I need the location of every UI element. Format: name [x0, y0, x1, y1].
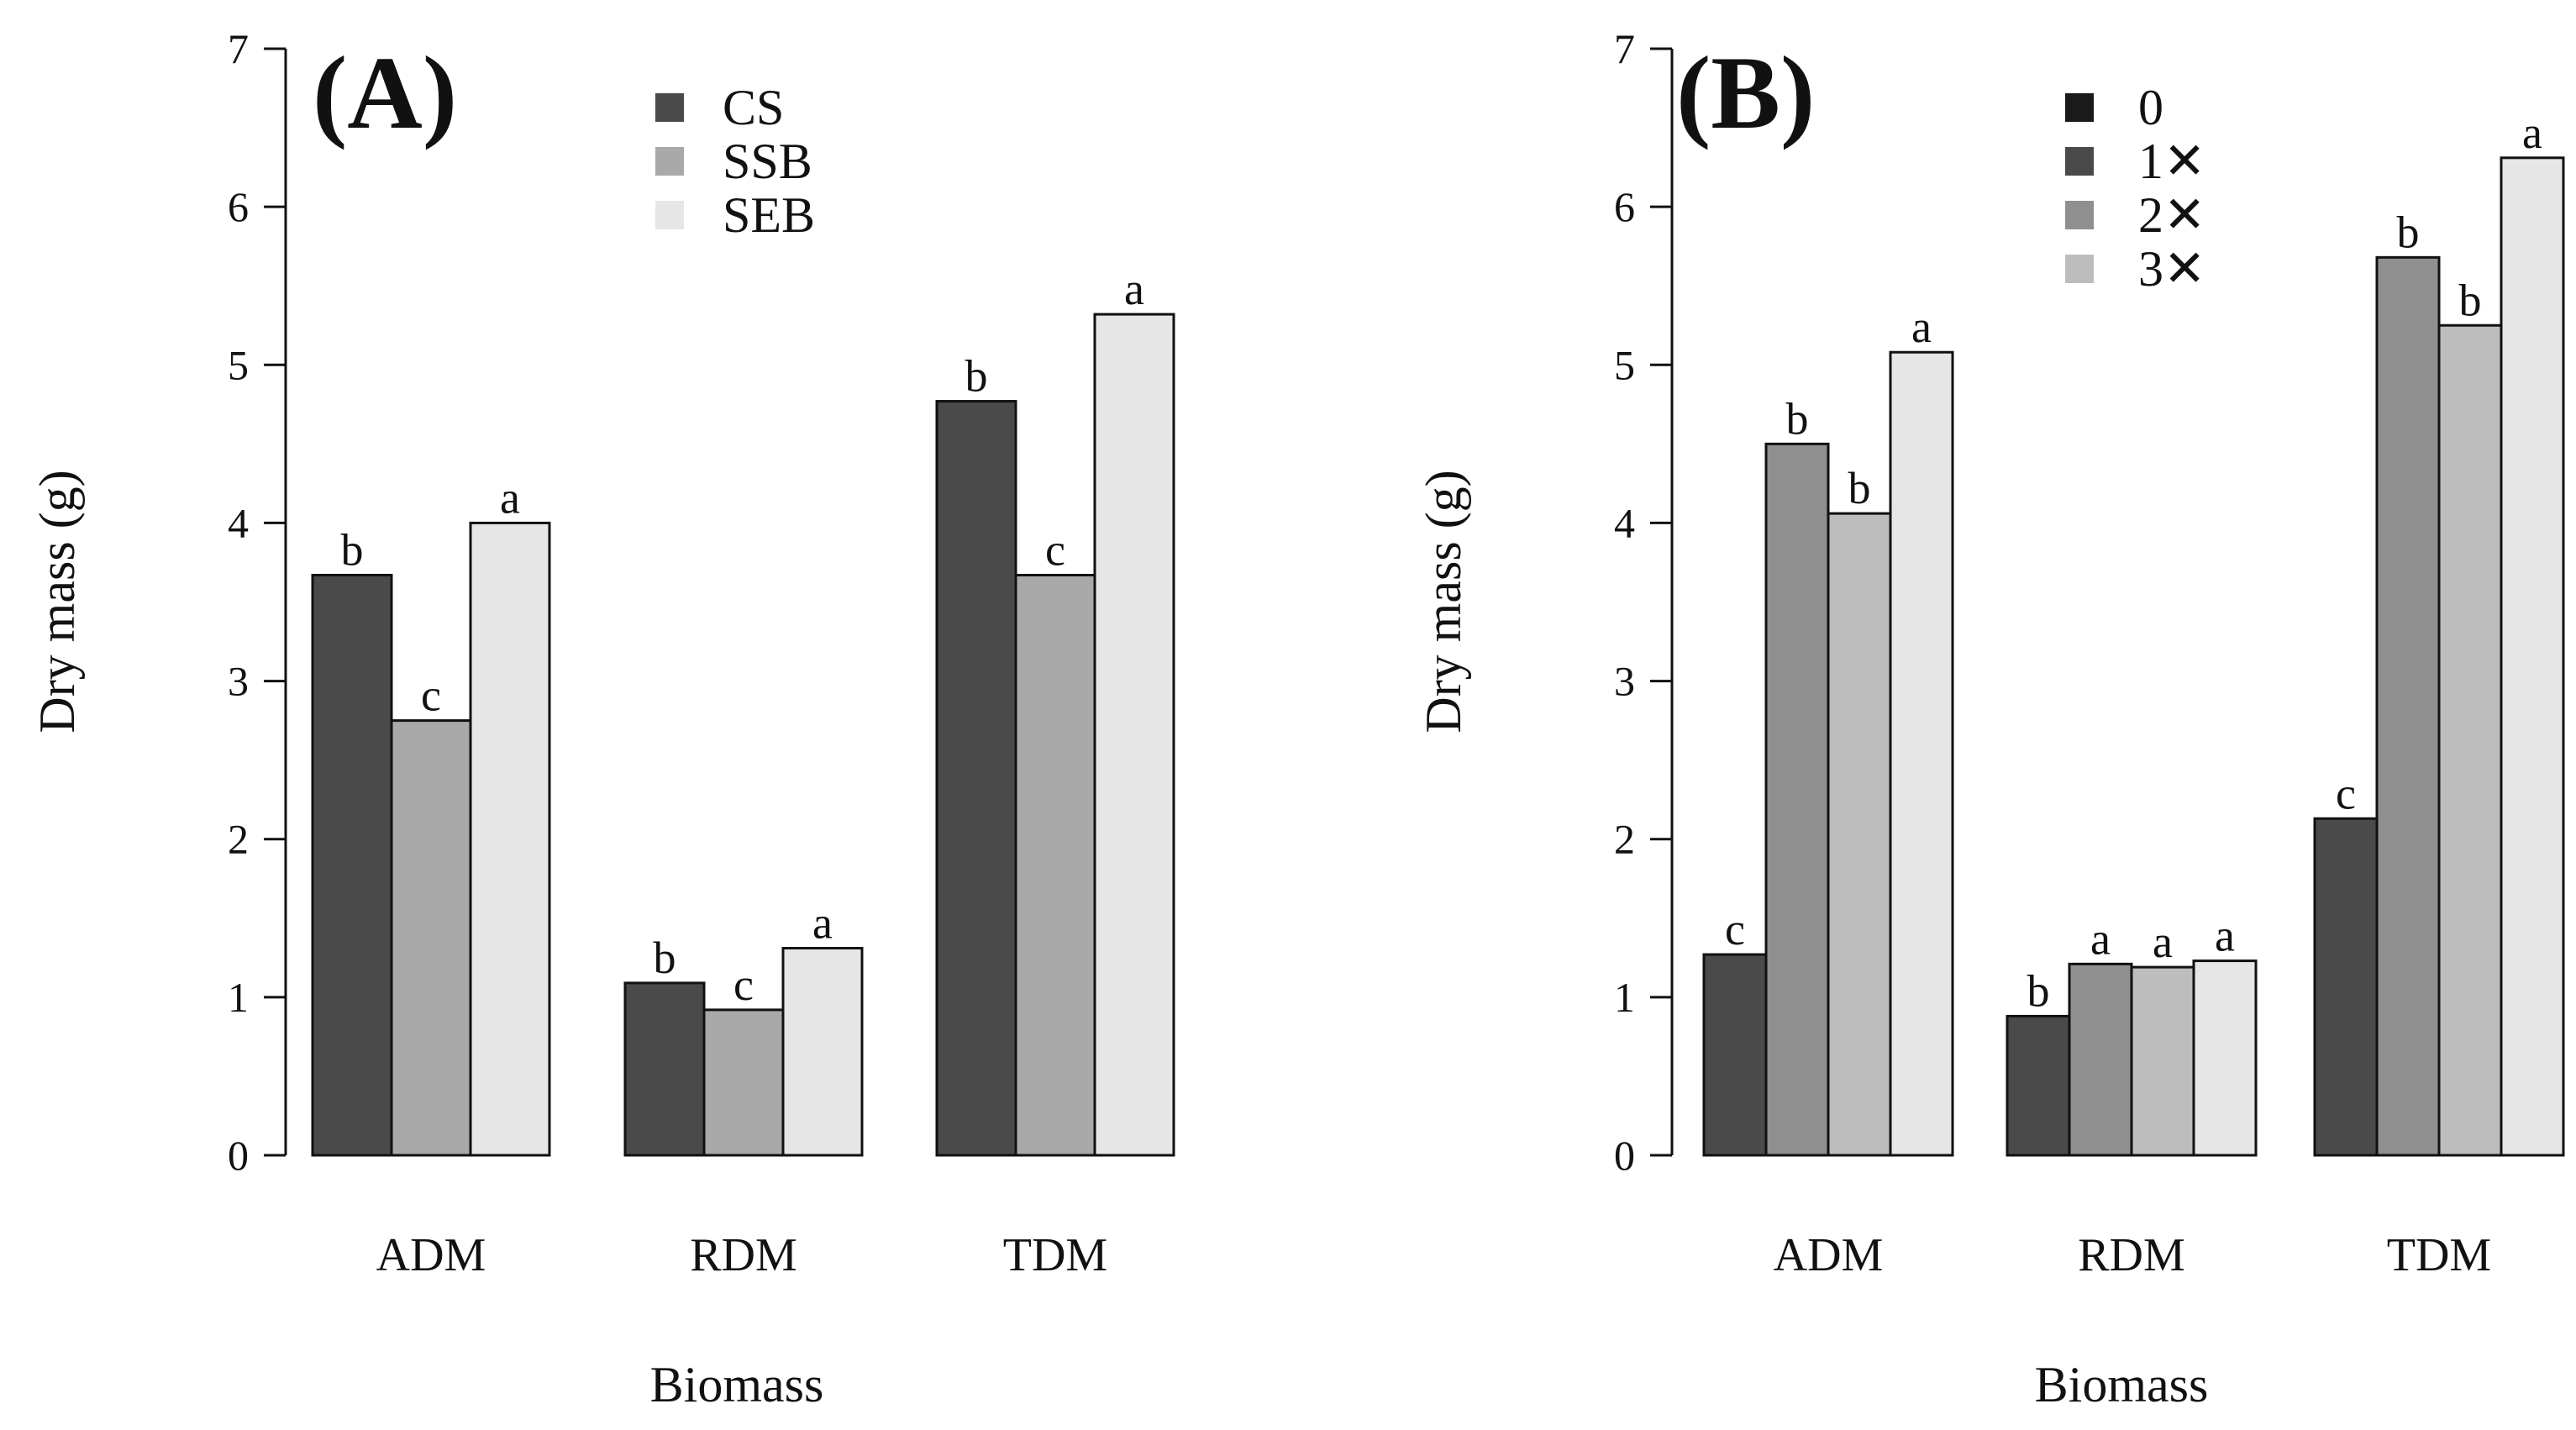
panel-a-legend-label: SEB [723, 187, 815, 243]
panel-b-legend-swatch [2065, 255, 2094, 283]
panel-a-bar-adm-series-1 [390, 719, 472, 1157]
panel-a-x-axis-title: Biomass [650, 1357, 824, 1412]
panel-a-sig-label: a [500, 472, 520, 523]
panel-b-sig-label: b [1786, 393, 1809, 444]
panel-a: (A) Dry mass (g) Biomass 0 1 2 3 4 5 6 7 b c a b c a… [29, 25, 1175, 1412]
panel-a-bar-adm-series-2 [469, 521, 551, 1157]
panel-b-sig-label: a [2153, 917, 2173, 967]
panel-a-legend-swatch [655, 201, 684, 229]
panel-b-y-tick-label: 1 [1614, 974, 1635, 1021]
panel-b-y-tick-label: 6 [1614, 183, 1635, 230]
panel-b-sig-label: a [2522, 108, 2542, 158]
panel-b-legend: 01✕2✕3✕ [2065, 80, 2205, 297]
panel-a-bar-tdm-series-1 [1014, 574, 1096, 1157]
panel-b-bar-tdm-series-3 [2500, 156, 2565, 1157]
panel-b-y-axis-title: Dry mass (g) [1416, 470, 1471, 733]
panel-b-y-tick-label: 5 [1614, 341, 1635, 388]
panel-b-category-label: ADM [1774, 1229, 1884, 1281]
panel-a-y-tick-label: 1 [228, 974, 249, 1021]
panel-b-category-label: RDM [2078, 1229, 2185, 1281]
panel-b-legend-label: 1✕ [2138, 134, 2205, 189]
panel-b-bar-adm-series-2 [1827, 512, 1892, 1157]
panel-b-sig-label: a [1911, 302, 1932, 352]
panel-b-sig-label: b [2027, 965, 2050, 1016]
panel-a-bar-rdm-series-2 [781, 947, 864, 1157]
panel-b-sig-label: c [2336, 768, 2356, 818]
panel-a-y-tick-label: 2 [228, 816, 249, 863]
panel-a-sig-label: c [1045, 525, 1065, 576]
panel-b-y-tick-label: 4 [1614, 499, 1635, 546]
panel-a-sig-label: c [733, 959, 754, 1010]
panel-b-y-ticks: 0 1 2 3 4 5 6 7 [1614, 25, 1672, 1179]
panel-b-label: (B) [1676, 35, 1815, 150]
panel-a-legend-swatch [655, 93, 684, 122]
panel-b-sig-label: b [2459, 275, 2482, 325]
panel-b-legend-swatch [2065, 201, 2094, 229]
panel-b-y-tick-label: 2 [1614, 816, 1635, 863]
panel-b-legend-label: 0 [2138, 80, 2163, 135]
panel-b-sig-label: a [2215, 911, 2235, 961]
panel-a-sig-label: a [812, 898, 833, 949]
panel-b-y-tick-label: 3 [1614, 658, 1635, 705]
panel-a-sig-label: c [421, 670, 441, 721]
panel-b-bar-adm-series-1 [1764, 442, 1830, 1157]
panel-b-bar-tdm-series-0 [2313, 817, 2379, 1157]
panel-b-bar-rdm-series-2 [2130, 965, 2195, 1157]
panel-a-sig-label: a [1124, 264, 1144, 314]
panel-a-sig-label: b [965, 351, 988, 402]
panel-b-bar-tdm-series-1 [2375, 255, 2441, 1157]
panel-a-legend-label: SSB [723, 134, 812, 189]
panel-b-bar-rdm-series-0 [2006, 1014, 2071, 1157]
panel-a-sig-label: b [654, 933, 676, 983]
panel-a-category-label: RDM [690, 1229, 797, 1281]
panel-b-legend-label: 3✕ [2138, 241, 2205, 297]
panel-a-bar-adm-series-0 [311, 574, 393, 1157]
panel-b-bar-rdm-series-3 [2192, 959, 2258, 1157]
panel-b-legend-swatch [2065, 93, 2094, 122]
panel-a-bar-rdm-series-0 [623, 981, 706, 1157]
panel-a-legend-label: CS [723, 80, 784, 135]
panel-a-y-tick-label: 3 [228, 658, 249, 705]
panel-b-x-axis-title: Biomass [2035, 1357, 2209, 1412]
panel-a-category-label: ADM [376, 1229, 486, 1281]
panel-b-sig-label: b [1848, 463, 1871, 513]
panel-b-sig-label: c [1725, 904, 1745, 954]
panel-b-y-tick-label: 7 [1614, 25, 1635, 72]
panel-a-y-tick-label: 6 [228, 183, 249, 230]
panel-b-sig-label: a [2090, 913, 2111, 964]
panel-a-category-label: TDM [1003, 1229, 1107, 1281]
panel-a-bar-rdm-series-1 [702, 1008, 785, 1157]
panel-a-label: (A) [313, 35, 457, 150]
panel-a-y-axis-title: Dry mass (g) [29, 470, 85, 733]
panel-b-y-tick-label: 0 [1614, 1132, 1635, 1179]
panel-b-bar-rdm-series-1 [2068, 962, 2133, 1157]
panel-a-y-tick-label: 0 [228, 1132, 249, 1179]
panel-b-bar-adm-series-0 [1702, 953, 1768, 1157]
panel-b-legend-swatch [2065, 147, 2094, 176]
panel-a-legend-swatch [655, 147, 684, 176]
panel-a-bar-tdm-series-0 [935, 400, 1017, 1157]
panel-b-bar-adm-series-3 [1889, 350, 1954, 1157]
panel-a-y-ticks: 0 1 2 3 4 5 6 7 [228, 25, 286, 1179]
panel-a-bars: b c a b c a b c a [311, 264, 1175, 1157]
panel-a-sig-label: b [341, 525, 364, 576]
panel-b-category-labels: ADM RDM TDM [1774, 1229, 2492, 1281]
panel-b-bar-tdm-series-2 [2437, 323, 2503, 1157]
panel-b-legend-label: 2✕ [2138, 187, 2205, 243]
panel-a-y-tick-label: 4 [228, 499, 249, 546]
panel-b-sig-label: b [2397, 207, 2420, 257]
panel-b-category-label: TDM [2387, 1229, 2491, 1281]
panel-a-bar-tdm-series-2 [1093, 313, 1175, 1157]
panel-a-y-tick-label: 5 [228, 341, 249, 388]
panel-a-y-tick-label: 7 [228, 25, 249, 72]
panel-a-category-labels: ADM RDM TDM [376, 1229, 1108, 1281]
